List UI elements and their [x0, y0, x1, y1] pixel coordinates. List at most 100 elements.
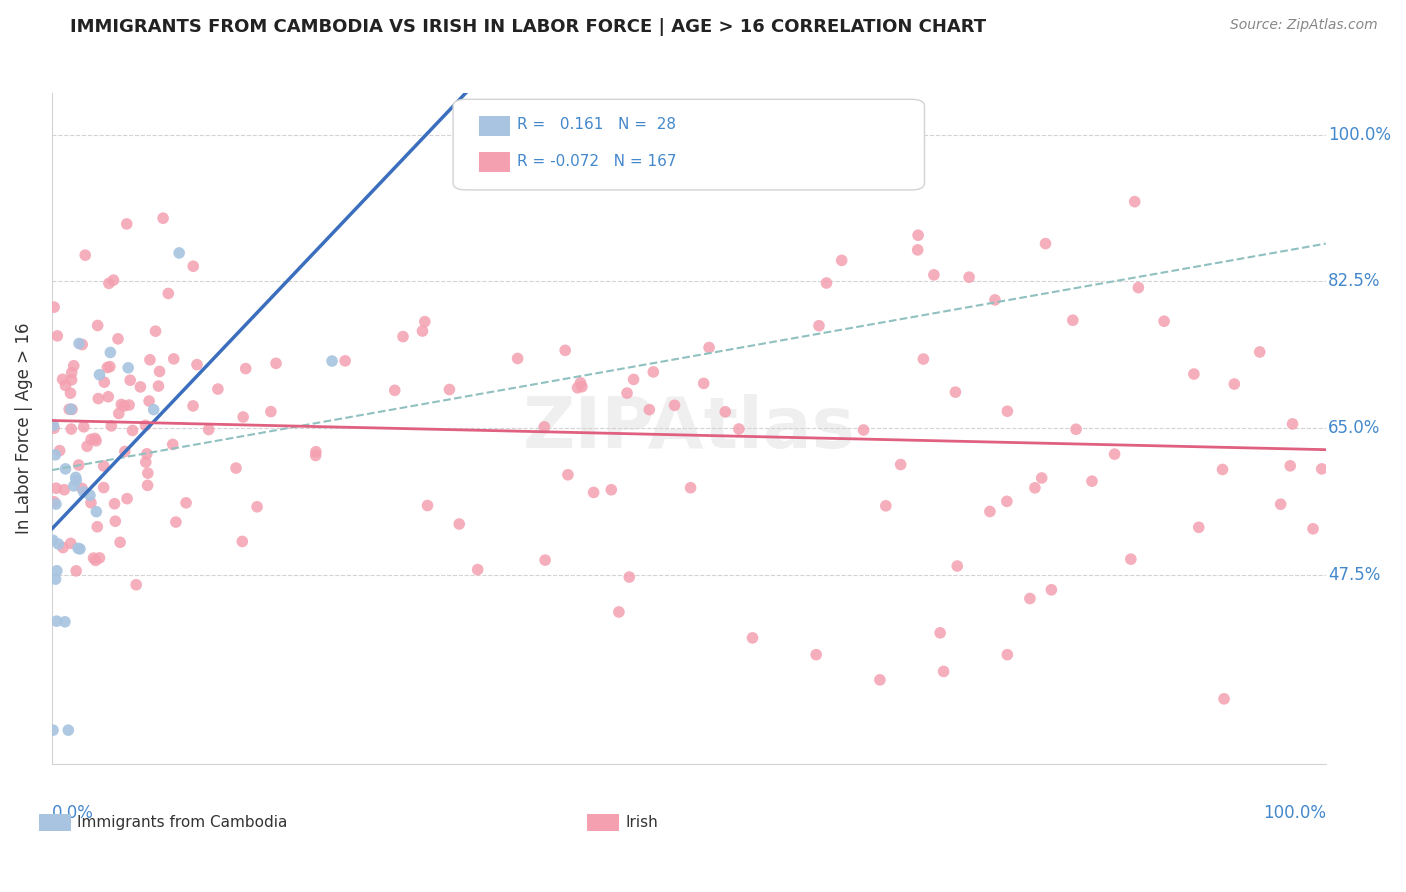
Irish: [120, 373, 142, 387]
Irish: [62, 359, 84, 373]
Immigrants from Cambodia: [53, 615, 76, 629]
Irish: [73, 420, 96, 434]
Irish: [70, 337, 93, 351]
Immigrants from Cambodia: [67, 541, 90, 556]
Irish: [333, 354, 356, 368]
Irish: [416, 499, 439, 513]
Immigrants from Cambodia: [44, 448, 66, 462]
Irish: [567, 381, 589, 395]
Y-axis label: In Labor Force | Age > 16: In Labor Force | Age > 16: [15, 322, 32, 534]
Irish: [1279, 458, 1302, 473]
Irish: [52, 372, 75, 386]
Irish: [59, 386, 82, 401]
Irish: [67, 458, 90, 472]
Irish: [65, 564, 87, 578]
Irish: [1302, 522, 1324, 536]
Irish: [890, 458, 912, 472]
Irish: [875, 499, 897, 513]
Immigrants from Cambodia: [167, 246, 190, 260]
Irish: [84, 553, 107, 567]
Immigrants from Cambodia: [45, 614, 67, 628]
Irish: [225, 461, 247, 475]
Irish: [197, 423, 219, 437]
Irish: [181, 399, 204, 413]
Irish: [93, 481, 115, 495]
Irish: [557, 467, 579, 482]
Irish: [714, 405, 737, 419]
Irish: [1270, 497, 1292, 511]
Text: Source: ZipAtlas.com: Source: ZipAtlas.com: [1230, 18, 1378, 32]
Irish: [260, 404, 283, 418]
Irish: [207, 382, 229, 396]
Irish: [163, 351, 186, 366]
Irish: [413, 315, 436, 329]
Irish: [411, 324, 433, 338]
Irish: [134, 418, 156, 433]
Irish: [70, 482, 93, 496]
Irish: [165, 515, 187, 529]
Irish: [831, 253, 853, 268]
Text: 65.0%: 65.0%: [1329, 419, 1381, 437]
Irish: [80, 496, 103, 510]
Irish: [135, 455, 157, 469]
Irish: [107, 407, 129, 421]
Irish: [1153, 314, 1175, 328]
Irish: [129, 380, 152, 394]
Irish: [392, 329, 415, 343]
Irish: [100, 418, 122, 433]
Text: IMMIGRANTS FROM CAMBODIA VS IRISH IN LABOR FORCE | AGE > 16 CORRELATION CHART: IMMIGRANTS FROM CAMBODIA VS IRISH IN LAB…: [70, 18, 987, 36]
Irish: [467, 563, 489, 577]
Irish: [533, 420, 555, 434]
Irish: [995, 648, 1018, 662]
Irish: [1128, 280, 1150, 294]
Irish: [995, 494, 1018, 508]
Irish: [45, 481, 67, 495]
FancyBboxPatch shape: [453, 99, 925, 190]
Irish: [929, 625, 952, 640]
Irish: [945, 385, 967, 400]
Irish: [139, 352, 162, 367]
Irish: [246, 500, 269, 514]
Irish: [1310, 462, 1333, 476]
Irish: [46, 329, 69, 343]
Irish: [638, 402, 661, 417]
Immigrants from Cambodia: [86, 505, 108, 519]
Irish: [59, 536, 82, 550]
Irish: [76, 439, 98, 453]
Irish: [806, 648, 828, 662]
Immigrants from Cambodia: [42, 418, 65, 433]
Irish: [1019, 591, 1042, 606]
Irish: [136, 466, 159, 480]
Irish: [1035, 236, 1057, 251]
Irish: [75, 248, 97, 262]
Irish: [946, 559, 969, 574]
Irish: [98, 359, 121, 374]
Irish: [852, 423, 875, 437]
Irish: [922, 268, 945, 282]
Bar: [586, 814, 619, 830]
Irish: [912, 351, 935, 366]
Irish: [152, 211, 174, 226]
Irish: [157, 286, 180, 301]
Irish: [741, 631, 763, 645]
Irish: [232, 410, 254, 425]
Irish: [60, 373, 83, 387]
Irish: [1223, 377, 1246, 392]
Irish: [148, 379, 170, 393]
Irish: [135, 447, 157, 461]
Irish: [42, 300, 65, 314]
Immigrants from Cambodia: [45, 572, 67, 586]
Irish: [104, 514, 127, 528]
Irish: [107, 332, 129, 346]
Irish: [110, 397, 132, 411]
Irish: [1182, 367, 1205, 381]
Irish: [619, 570, 641, 584]
Immigrants from Cambodia: [42, 533, 65, 548]
Irish: [44, 495, 66, 509]
Irish: [1119, 552, 1142, 566]
Text: 100.0%: 100.0%: [1263, 804, 1326, 822]
Irish: [86, 520, 108, 534]
Irish: [87, 392, 110, 406]
Irish: [582, 485, 605, 500]
Irish: [97, 277, 120, 291]
